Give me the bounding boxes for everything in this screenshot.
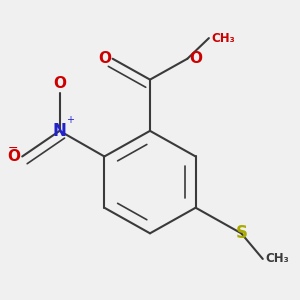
Text: +: + <box>66 115 74 125</box>
Text: N: N <box>53 122 67 140</box>
Text: S: S <box>235 224 247 242</box>
Text: O: O <box>98 51 111 66</box>
Text: CH₃: CH₃ <box>265 252 289 266</box>
Text: O: O <box>53 76 66 91</box>
Text: CH₃: CH₃ <box>211 32 235 45</box>
Text: −: − <box>8 142 19 155</box>
Text: O: O <box>8 149 21 164</box>
Text: O: O <box>189 51 202 66</box>
